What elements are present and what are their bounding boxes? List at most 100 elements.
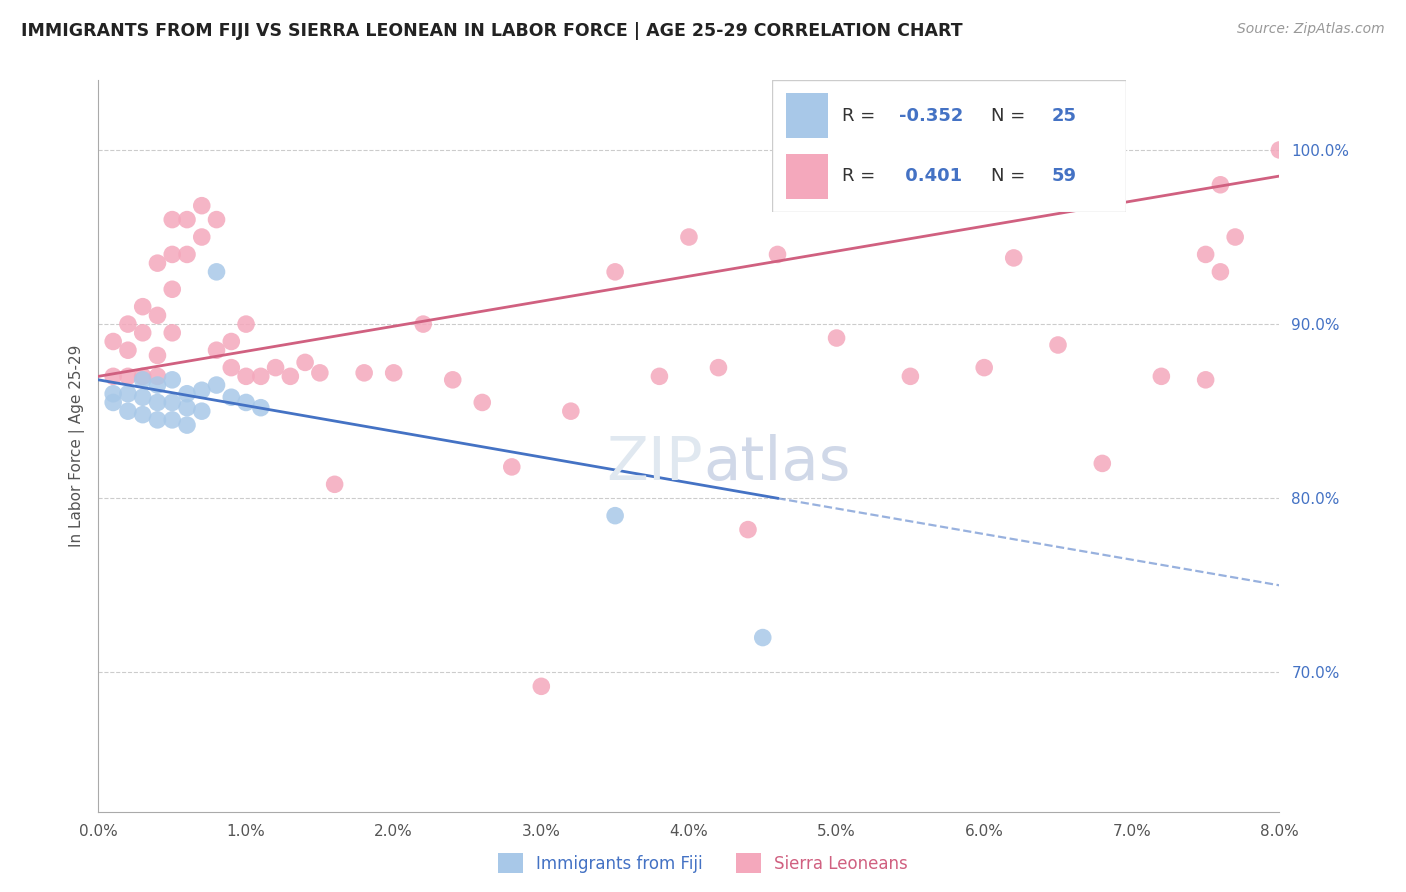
Point [1268,143,1291,157]
Point [132,326,155,340]
Point [162,413,183,427]
Point [501,459,523,474]
Point [132,408,155,422]
Point [1209,178,1232,192]
Point [1194,373,1216,387]
Point [278,369,302,384]
Point [162,247,183,261]
Point [1150,369,1173,384]
Point [219,334,242,349]
Text: 0.401: 0.401 [900,168,962,186]
Point [117,404,139,418]
Text: 59: 59 [1052,168,1077,186]
Point [176,212,198,227]
Point [294,355,316,369]
Point [132,373,155,387]
Point [146,395,169,409]
Point [264,360,287,375]
Text: IMMIGRANTS FROM FIJI VS SIERRA LEONEAN IN LABOR FORCE | AGE 25-29 CORRELATION CH: IMMIGRANTS FROM FIJI VS SIERRA LEONEAN I… [21,22,963,40]
Text: N =: N = [991,168,1031,186]
Point [162,326,183,340]
FancyBboxPatch shape [786,154,828,199]
Point [235,369,257,384]
Text: N =: N = [991,107,1031,125]
Point [117,386,139,401]
Point [900,369,922,384]
Point [1046,338,1069,352]
Point [235,317,257,331]
Text: ZIP: ZIP [606,434,703,493]
Text: -0.352: -0.352 [900,107,963,125]
Point [162,212,183,227]
Point [162,282,183,296]
Point [162,373,183,387]
Text: R =: R = [842,107,882,125]
Point [1002,251,1025,265]
Point [132,390,155,404]
Legend: Immigrants from Fiji, Sierra Leoneans: Immigrants from Fiji, Sierra Leoneans [491,847,915,880]
Point [308,366,332,380]
Point [117,317,139,331]
Point [353,366,375,380]
Point [1209,265,1232,279]
Point [605,265,627,279]
Point [382,366,405,380]
Text: R =: R = [842,168,882,186]
Point [737,523,759,537]
Point [219,390,242,404]
Point [1223,230,1246,244]
Point [103,386,125,401]
Point [176,247,198,261]
Point [766,247,789,261]
Text: 25: 25 [1052,107,1077,125]
Point [219,360,242,375]
Point [1091,457,1114,471]
Point [146,256,169,270]
Point [412,317,434,331]
Point [191,230,214,244]
Point [441,373,464,387]
Point [132,300,155,314]
Point [530,679,553,693]
Text: Source: ZipAtlas.com: Source: ZipAtlas.com [1237,22,1385,37]
Point [560,404,582,418]
Point [162,395,183,409]
Point [648,369,671,384]
Point [751,631,773,645]
FancyBboxPatch shape [786,94,828,138]
Point [250,369,273,384]
Point [205,265,228,279]
Point [205,378,228,392]
Point [132,369,155,384]
Point [973,360,995,375]
Point [176,418,198,433]
Point [146,309,169,323]
Point [605,508,627,523]
Point [235,395,257,409]
Point [176,401,198,415]
Point [825,331,848,345]
Point [191,404,214,418]
Point [176,386,198,401]
Point [205,343,228,358]
Point [103,369,125,384]
Point [1194,247,1216,261]
Point [250,401,273,415]
Point [146,348,169,362]
Point [146,378,169,392]
Point [471,395,494,409]
Point [205,212,228,227]
Y-axis label: In Labor Force | Age 25-29: In Labor Force | Age 25-29 [69,345,84,547]
Point [678,230,700,244]
Point [707,360,730,375]
Point [191,199,214,213]
Point [323,477,346,491]
Point [117,343,139,358]
Point [103,334,125,349]
Point [146,369,169,384]
Point [191,384,214,398]
Point [103,395,125,409]
Point [117,369,139,384]
Point [146,413,169,427]
FancyBboxPatch shape [772,80,1126,212]
